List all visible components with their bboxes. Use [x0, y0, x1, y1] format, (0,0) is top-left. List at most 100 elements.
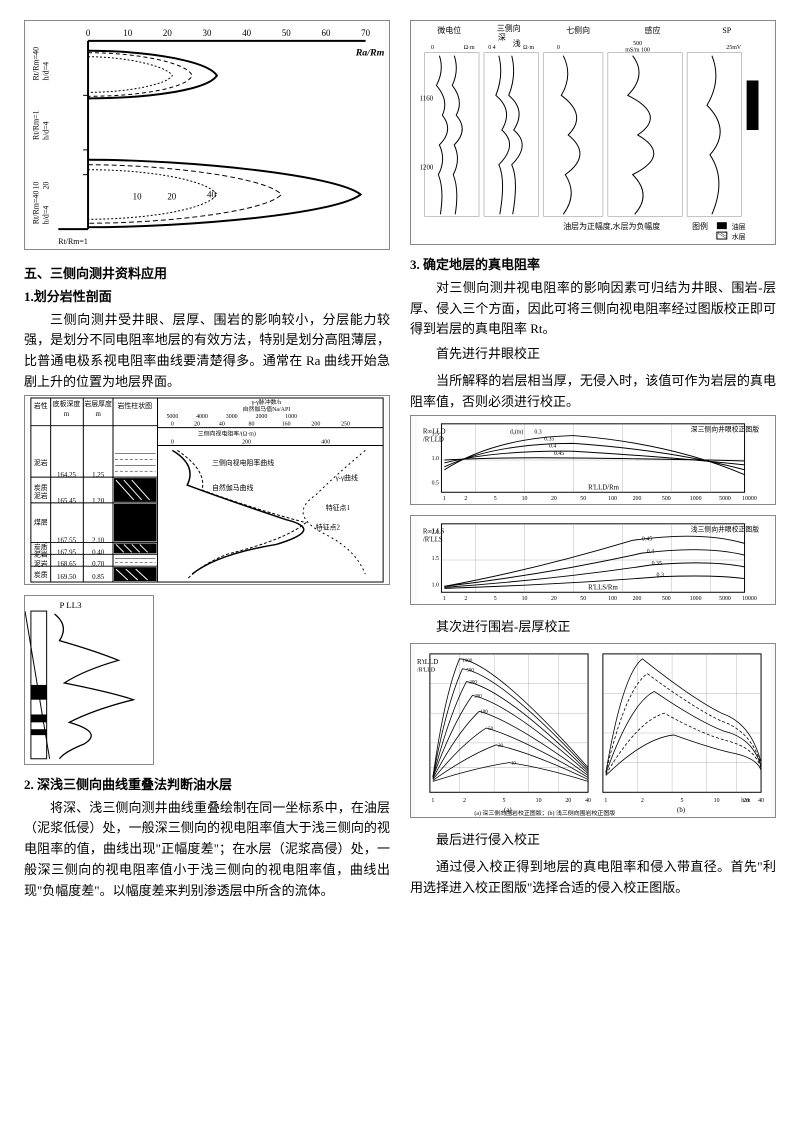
svg-text:/R'LLS: /R'LLS: [423, 536, 443, 543]
svg-text:泥岩: 泥岩: [34, 491, 48, 500]
svg-text:七侧向: 七侧向: [566, 25, 590, 35]
section-5-2-body: 将深、浅三侧向测井曲线重叠绘制在同一坐标系中，在油层（泥浆低侵）处，一般深三侧向…: [24, 798, 390, 902]
svg-text:岩层厚度: 岩层厚度: [84, 399, 112, 408]
svg-text:P LL3: P LL3: [59, 600, 82, 610]
svg-text:深三侧向井眼校正图版: 深三侧向井眼校正图版: [691, 424, 759, 433]
svg-text:水层: 水层: [732, 232, 746, 241]
svg-text:10000: 10000: [742, 596, 757, 602]
svg-text:50: 50: [488, 727, 493, 732]
svg-text:200: 200: [633, 496, 642, 502]
svg-text:4000: 4000: [196, 414, 208, 420]
svg-text:100: 100: [608, 596, 617, 602]
svg-text:1.5: 1.5: [432, 431, 439, 437]
svg-text:100: 100: [480, 711, 488, 716]
svg-text:0.85: 0.85: [92, 574, 105, 581]
svg-text:50: 50: [580, 496, 586, 502]
svg-text:浅三侧向井眼校正图版: 浅三侧向井眼校正图版: [691, 524, 759, 533]
svg-text:1000: 1000: [285, 414, 297, 420]
svg-text:感应: 感应: [645, 25, 661, 35]
svg-text:10000: 10000: [742, 496, 757, 502]
step-1: 首先进行井眼校正: [410, 344, 776, 365]
svg-text:h/d=4: h/d=4: [41, 62, 50, 81]
svg-text:γ-γ曲线: γ-γ曲线: [335, 473, 358, 482]
svg-text:炭质: 炭质: [34, 542, 48, 551]
svg-text:10: 10: [714, 799, 720, 805]
svg-text:1160: 1160: [420, 95, 434, 102]
svg-text:h/d=4: h/d=4: [41, 121, 50, 140]
svg-text:0.4: 0.4: [549, 443, 556, 449]
svg-text:300: 300: [469, 681, 477, 686]
svg-text:20: 20: [565, 799, 571, 805]
section-5-2-title: 2. 深浅三侧向曲线重叠法判断油水层: [24, 775, 390, 796]
svg-text:(b): (b): [677, 807, 685, 814]
svg-text:Rt/Rm=40: Rt/Rm=40: [31, 47, 40, 81]
svg-text:Ω·m: Ω·m: [523, 45, 534, 51]
svg-text:0: 0: [431, 45, 434, 51]
svg-text:500: 500: [466, 669, 474, 674]
svg-text:20: 20: [41, 182, 50, 190]
svg-text:10: 10: [123, 28, 132, 38]
svg-text:2: 2: [641, 799, 644, 805]
svg-text:煤层: 煤层: [34, 517, 48, 526]
svg-text:Ω·m: Ω·m: [464, 45, 475, 51]
svg-text:0: 0: [171, 439, 174, 445]
svg-text:10: 10: [511, 762, 516, 767]
svg-text:图例: 图例: [692, 221, 708, 231]
svg-text:R'tLLD: R'tLLD: [417, 659, 438, 666]
svg-text:20: 20: [551, 596, 557, 602]
fig-multitrack-log: 微电位 三侧向深浅 七侧向 感应 SP 0Ω·m 0 4Ω·m 0 500mS/…: [410, 20, 776, 245]
svg-text:油层: 油层: [732, 222, 746, 231]
svg-text:(a) 深三侧向围岩校正图版；(b) 浅三侧向围岩校正图版: (a) 深三侧向围岩校正图版；(b) 浅三侧向围岩校正图版: [474, 809, 615, 817]
svg-text:炭质: 炭质: [34, 570, 48, 579]
svg-text:0.3: 0.3: [534, 429, 541, 435]
svg-text:20: 20: [551, 496, 557, 502]
fig-borehole-correction-deep: 深三侧向井眼校正图版 R∞LLD/R'LLD 0.51.01.5 d₀(m)0.…: [410, 415, 776, 505]
svg-text:岩性柱状图: 岩性柱状图: [117, 401, 152, 410]
svg-text:10: 10: [522, 496, 528, 502]
svg-text:167.95: 167.95: [57, 549, 77, 556]
svg-text:底板深度: 底板深度: [53, 399, 81, 408]
svg-text:160: 160: [282, 421, 291, 427]
svg-text:70: 70: [361, 28, 370, 38]
step-2: 其次进行围岩-层厚校正: [410, 617, 776, 638]
svg-text:400: 400: [321, 439, 330, 445]
svg-text:500: 500: [633, 41, 642, 47]
svg-text:60: 60: [322, 28, 331, 38]
svg-text:岩性: 岩性: [34, 401, 48, 410]
svg-text:SP: SP: [722, 26, 731, 35]
svg-text:5: 5: [680, 799, 683, 805]
svg-text:泥岩: 泥岩: [34, 458, 48, 467]
svg-text:100: 100: [608, 496, 617, 502]
svg-text:Rt/Rm=1: Rt/Rm=1: [58, 237, 88, 246]
svg-text:2: 2: [464, 596, 467, 602]
svg-text:炭质: 炭质: [34, 483, 48, 492]
svg-text:5: 5: [494, 596, 497, 602]
svg-text:0.45: 0.45: [554, 451, 564, 457]
svg-text:1.25: 1.25: [92, 472, 105, 479]
svg-text:10: 10: [133, 191, 142, 201]
svg-text:R'LLD/Rm: R'LLD/Rm: [588, 484, 620, 491]
svg-text:165.45: 165.45: [57, 498, 77, 505]
svg-text:深: 深: [498, 33, 506, 42]
svg-text:1.0: 1.0: [432, 582, 439, 588]
step-3: 最后进行侵入校正: [410, 830, 776, 851]
svg-text:20: 20: [194, 421, 200, 427]
svg-text:10: 10: [522, 596, 528, 602]
fig-lithology-log: 岩性 底板深度m 岩层厚度m 岩性柱状图 γ-γ脉冲数/h 自然伽马值Na/AP…: [24, 395, 390, 585]
svg-text:40: 40: [758, 799, 764, 805]
section-5-3-body2: 当所解释的岩层相当厚，无侵入时，该值可作为岩层的真电阻率值，否则必须进行校正。: [410, 371, 776, 413]
svg-text:168.65: 168.65: [57, 561, 77, 568]
svg-text:10: 10: [31, 182, 40, 190]
svg-text:Ra/Rm: Ra/Rm: [355, 48, 385, 59]
svg-text:169.50: 169.50: [57, 574, 77, 581]
svg-text:200: 200: [474, 695, 482, 700]
svg-text:500: 500: [662, 496, 671, 502]
svg-text:R'LLS/Rm: R'LLS/Rm: [588, 584, 618, 591]
svg-text:164.25: 164.25: [57, 472, 77, 479]
svg-text:0: 0: [557, 45, 560, 51]
svg-text:0.70: 0.70: [92, 561, 105, 568]
svg-text:40: 40: [207, 189, 216, 199]
svg-text:1.5: 1.5: [432, 556, 439, 562]
svg-text:泥岩: 泥岩: [34, 549, 48, 558]
svg-text:1200: 1200: [420, 165, 434, 172]
